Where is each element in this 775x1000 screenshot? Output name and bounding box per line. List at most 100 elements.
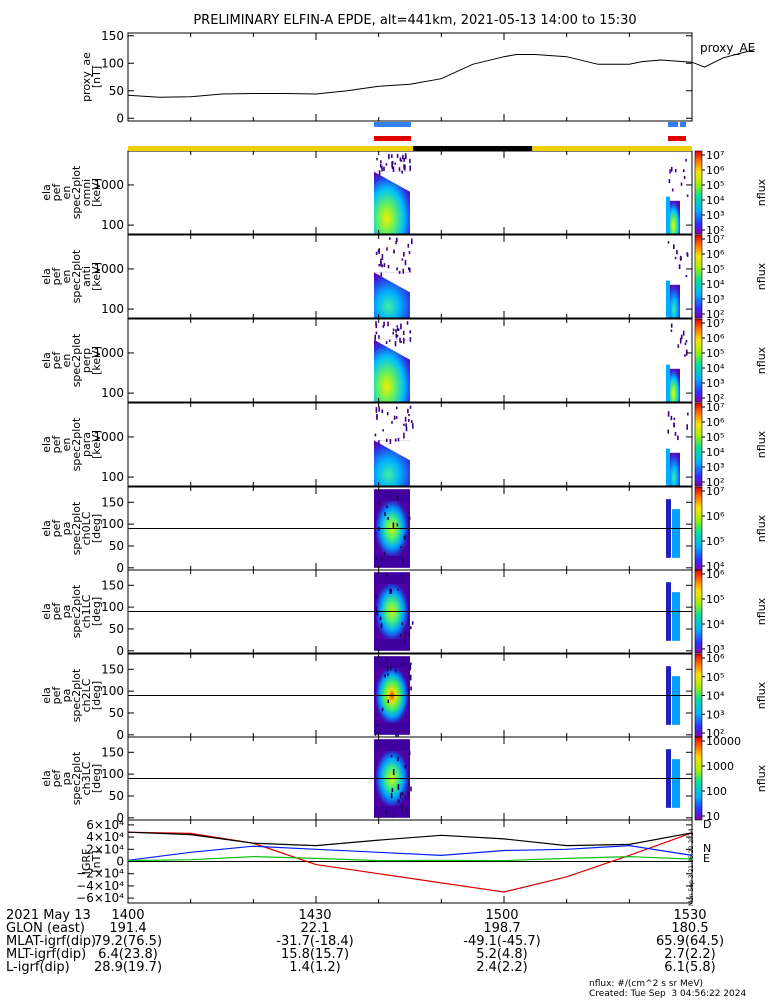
y-tick-label: 50: [109, 539, 124, 553]
energy-spectrogram-mask: [374, 171, 410, 192]
spectrogram-pixel: [374, 334, 376, 341]
ephem-value: -49.1(-45.7): [463, 934, 541, 949]
ylabel-line: ela: [40, 436, 53, 453]
ylabel-line: ela: [40, 770, 53, 787]
energy-spectrogram-mask: [374, 272, 410, 293]
ephem-value: 191.4: [109, 921, 147, 936]
spectrogram-pixel: [375, 407, 378, 413]
spectrogram-pixel: [396, 495, 398, 498]
colorbar: [694, 402, 703, 487]
ylabel-line: [nT]: [90, 66, 103, 88]
colorbar-tick-label: 10⁵: [706, 179, 724, 192]
ephem-value: 2.4(2.2): [476, 960, 528, 975]
energy-panel-border: [127, 318, 693, 403]
spectrogram-pixel: [379, 163, 382, 168]
spectrogram-pixel: [394, 438, 397, 442]
spectrogram-pixel: [401, 622, 403, 626]
region-bar-yellow: [532, 146, 692, 151]
igrf-legend-n: N: [703, 842, 711, 855]
colorbar-tick-label: 10⁶: [706, 510, 725, 523]
ephem-value: 28.9(19.7): [93, 960, 163, 975]
ylabel-line: pa: [60, 772, 73, 786]
colorbar-tick-label: 10⁷: [706, 317, 724, 330]
energy-spectrogram-pass2: [670, 284, 680, 318]
spectrogram-pixel: [405, 154, 407, 160]
y-tick-label: 100: [101, 218, 124, 232]
spectrogram-pixel: [393, 251, 395, 254]
spectrogram-pixel: [401, 804, 403, 807]
ylabel-line: pef: [50, 769, 63, 788]
spectrogram-pixel: [393, 415, 396, 420]
y-tick-label: 150: [101, 29, 124, 43]
spectrogram-pixel: [670, 329, 673, 332]
ylabel-line: [keV]: [90, 430, 103, 459]
ephem-row-label: L-igrf(dip): [6, 960, 70, 975]
spectrogram-pixel: [383, 263, 386, 267]
ylabel-line: spec2plot: [70, 165, 83, 219]
spectrogram-pixel: [401, 791, 404, 796]
ylabel-line: ch0LC: [80, 511, 93, 545]
spectrogram-pixel: [402, 268, 405, 274]
spectrogram-pixel: [404, 765, 407, 769]
spectrogram-pixel: [392, 522, 395, 528]
spectrogram-pixel: [376, 723, 379, 727]
spectrogram-pixel: [667, 429, 669, 434]
ylabel-line: [deg]: [90, 514, 103, 543]
ylabel-line: ch1LC: [80, 594, 93, 628]
ephem-value: 22.1: [300, 921, 330, 936]
colorbar-label: nflux: [755, 514, 768, 542]
colorbar: [694, 653, 703, 738]
spectrogram-pixel: [389, 588, 391, 594]
spectrogram-pixel: [401, 170, 403, 174]
spectrogram-pixel: [401, 806, 403, 812]
spectrogram-pixel: [394, 341, 397, 347]
spectrogram-pixel: [396, 267, 398, 271]
spectrogram-pixel: [377, 501, 380, 506]
spectrogram-pixel: [391, 154, 393, 158]
spectrogram-pixel: [386, 438, 388, 442]
energy-spectrogram-pass2: [666, 280, 670, 318]
colorbar-tick-label: 10⁷: [706, 401, 724, 414]
spectrogram-pixel: [391, 161, 394, 165]
spectrogram-pixel: [404, 260, 407, 266]
spectrogram-pixel: [405, 426, 408, 432]
y-tick-label: 50: [109, 706, 124, 720]
ylabel-line: pef: [50, 519, 63, 538]
spectrogram-pixel: [385, 163, 388, 166]
spectrogram-pixel: [380, 623, 383, 629]
colorbar-label: nflux: [755, 597, 768, 625]
proxy-ae-line: [127, 49, 755, 98]
spectrogram-pixel: [391, 421, 393, 424]
spectrogram-pixel: [388, 339, 391, 342]
y-tick-label: 1000: [93, 346, 124, 360]
ylabel-line: [deg]: [90, 681, 103, 710]
colorbar-tick-label: 10³: [706, 461, 724, 474]
spectrogram-pixel: [403, 423, 405, 426]
energy-spectrogram-pass2: [666, 364, 670, 402]
spectrogram-pixel: [673, 244, 675, 250]
colorbar-tick-label: 10⁵: [706, 431, 724, 444]
spectrogram-pixel: [410, 786, 412, 792]
spectrogram-pixel: [389, 439, 392, 444]
spectrogram-pixel: [404, 796, 407, 799]
energy-spectrogram-mask: [374, 440, 410, 461]
spectrogram-pixel: [377, 741, 379, 747]
spectrogram-pixel: [396, 153, 399, 158]
ylabel-line: pef: [50, 183, 63, 202]
ephem-row-label: MLAT-igrf(dip): [6, 934, 97, 949]
ylabel-line: spec2plot: [70, 584, 83, 638]
colorbar-tick-label: 10²: [706, 476, 724, 489]
spectrogram-pixel: [670, 323, 673, 328]
igrf-series-line: [127, 844, 693, 861]
spectrogram-pixel: [375, 321, 377, 326]
spectrogram-pixel: [375, 557, 377, 560]
spectrogram-pixel: [387, 699, 389, 703]
spectrogram-pixel: [407, 792, 410, 797]
spectrogram-pixel: [378, 335, 380, 339]
spectrogram-pixel: [380, 261, 382, 267]
region-bar-yellow: [128, 146, 414, 151]
science-zone-bar-blue: [374, 122, 411, 127]
spectrogram-pixel: [678, 264, 681, 269]
